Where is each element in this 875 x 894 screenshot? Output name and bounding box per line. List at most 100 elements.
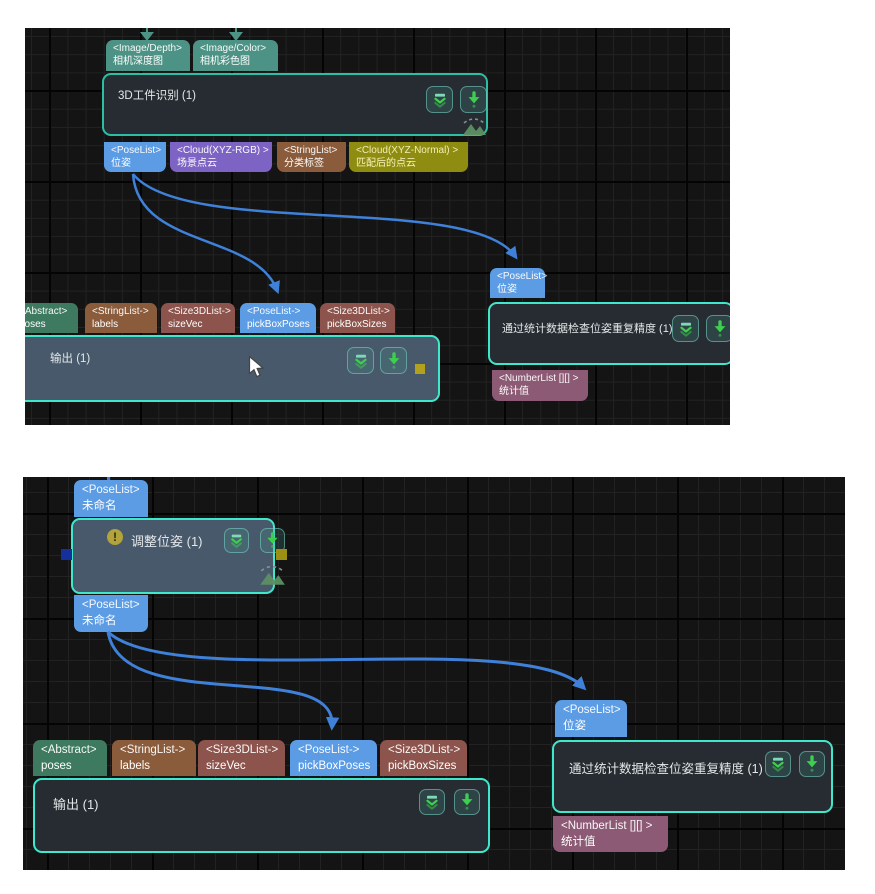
visualization-icon xyxy=(257,562,287,591)
port-name: sizeVec xyxy=(168,319,203,330)
graph-canvas-top[interactable]: <Image/Depth> 相机深度图 <Image/Color> 相机彩色图 … xyxy=(25,28,730,425)
port-name: poses xyxy=(41,759,72,772)
input-port-abstract-poses[interactable]: <Abstract> poses xyxy=(33,740,107,776)
output-port-stringlist[interactable]: <StringList> 分类标签 xyxy=(277,142,346,172)
collapse-button[interactable] xyxy=(224,528,249,553)
port-name: 相机深度图 xyxy=(113,56,163,67)
node-connector-yellow[interactable] xyxy=(276,549,287,560)
port-name: 分类标签 xyxy=(284,158,324,169)
port-type: <Size3DList-> xyxy=(206,744,279,756)
port-type: <Size3DList-> xyxy=(327,306,390,317)
input-port-labels[interactable]: <StringList-> labels xyxy=(112,740,196,776)
warning-icon: ! xyxy=(107,529,123,545)
node-adjust-poses[interactable]: ! 调整位姿 (1) xyxy=(71,518,285,594)
node-connector-yellow[interactable] xyxy=(415,364,425,374)
input-port-image-depth[interactable]: <Image/Depth> 相机深度图 xyxy=(106,40,190,71)
input-port-sizevec[interactable]: <Size3DList-> sizeVec xyxy=(198,740,285,776)
port-name: poses xyxy=(25,319,46,330)
node-output[interactable]: 输出 (1) xyxy=(33,778,490,853)
edge-stub xyxy=(146,28,148,35)
port-name: 统计值 xyxy=(561,835,596,848)
port-type: <StringList-> xyxy=(92,306,149,317)
down-arrow-icon xyxy=(267,532,278,548)
node-check-pose-repeatability[interactable]: 通过统计数据检查位姿重复精度 (1) xyxy=(552,740,833,813)
port-name: 场景点云 xyxy=(177,158,217,169)
double-chevron-down-icon xyxy=(354,354,367,369)
output-port-poselist[interactable]: <PoseList> 位姿 xyxy=(104,142,166,172)
input-port-pickboxsizes[interactable]: <Size3DList-> pickBoxSizes xyxy=(320,303,395,333)
input-port-sizevec[interactable]: <Size3DList-> sizeVec xyxy=(161,303,235,333)
port-type: <Size3DList-> xyxy=(388,744,461,756)
port-name: 未命名 xyxy=(82,614,117,627)
port-name: pickBoxPoses xyxy=(298,759,371,772)
run-to-here-button[interactable] xyxy=(260,528,285,553)
node-3d-workpiece-recognition[interactable]: 3D工件识别 (1) xyxy=(102,73,488,136)
port-type: <Cloud(XYZ-RGB) > xyxy=(177,145,269,156)
port-type: <Size3DList-> xyxy=(168,306,231,317)
input-port-pickboxposes[interactable]: <PoseList-> pickBoxPoses xyxy=(290,740,377,776)
collapse-button[interactable] xyxy=(419,789,445,815)
input-port-image-color[interactable]: <Image/Color> 相机彩色图 xyxy=(193,40,278,71)
input-port-poselist[interactable]: <PoseList> 位姿 xyxy=(490,268,548,298)
input-port-abstract-poses[interactable]: <Abstract> poses xyxy=(25,303,78,333)
output-port-cloud-normal[interactable]: <Cloud(XYZ-Normal) > 匹配后的点云 xyxy=(349,142,468,172)
input-port-poselist-unnamed[interactable]: <PoseList> 未命名 xyxy=(74,480,148,517)
node-check-pose-repeatability[interactable]: 通过统计数据检查位姿重复精度 (1) xyxy=(488,302,730,365)
graph-canvas-bottom[interactable]: <PoseList> 未命名 <PoseList> 未命名 <Abstract>… xyxy=(23,477,845,870)
port-name: pickBoxSizes xyxy=(388,759,457,772)
node-title: 通过统计数据检查位姿重复精度 (1) xyxy=(502,323,673,335)
output-port-numberlist[interactable]: <NumberList [][] > 统计值 xyxy=(553,816,668,852)
port-type: <NumberList [][] > xyxy=(499,373,579,384)
double-chevron-down-icon xyxy=(433,93,446,108)
port-type: <Image/Depth> xyxy=(113,43,182,54)
port-type: <PoseList-> xyxy=(298,744,360,756)
input-port-pickboxposes[interactable]: <PoseList-> pickBoxPoses xyxy=(240,303,316,333)
output-port-numberlist[interactable]: <NumberList [][] > 统计值 xyxy=(492,370,588,401)
port-name: 位姿 xyxy=(497,284,517,295)
run-to-here-button[interactable] xyxy=(380,347,407,374)
edge-unnamed-to-pickboxposes[interactable] xyxy=(106,631,340,731)
port-name: labels xyxy=(92,319,119,330)
double-chevron-down-icon xyxy=(772,757,784,772)
port-name: 位姿 xyxy=(111,158,131,169)
collapse-button[interactable] xyxy=(672,315,699,342)
down-arrow-icon xyxy=(468,90,479,108)
collapse-button[interactable] xyxy=(426,86,453,113)
port-type: <Image/Color> xyxy=(200,43,267,54)
run-to-here-button[interactable] xyxy=(460,86,487,113)
edge-unnamed-to-pose[interactable] xyxy=(106,630,587,691)
node-title: 输出 (1) xyxy=(53,797,99,812)
mouse-cursor xyxy=(248,355,265,378)
port-type: <StringList-> xyxy=(120,744,186,756)
run-to-here-button[interactable] xyxy=(706,315,730,342)
input-port-labels[interactable]: <StringList-> labels xyxy=(85,303,157,333)
collapse-button[interactable] xyxy=(765,751,791,777)
port-type: <Abstract> xyxy=(25,306,68,317)
edge-pose-to-pose[interactable] xyxy=(132,173,518,260)
input-port-pickboxsizes[interactable]: <Size3DList-> pickBoxSizes xyxy=(380,740,467,776)
port-name: 位姿 xyxy=(563,719,586,732)
port-name: 相机彩色图 xyxy=(200,56,250,67)
edge-pose-to-pickboxposes[interactable] xyxy=(131,173,280,295)
collapse-button[interactable] xyxy=(347,347,374,374)
port-name: 未命名 xyxy=(82,499,117,512)
port-type: <PoseList> xyxy=(497,271,548,282)
port-type: <Cloud(XYZ-Normal) > xyxy=(356,145,459,156)
node-output[interactable]: 输出 (1) xyxy=(25,335,440,402)
edge-stub xyxy=(235,28,237,35)
port-name: labels xyxy=(120,759,151,772)
output-port-poselist-unnamed[interactable]: <PoseList> 未命名 xyxy=(74,595,148,632)
double-chevron-down-icon xyxy=(679,322,692,337)
arrowhead-icon xyxy=(140,32,154,41)
double-chevron-down-icon xyxy=(231,534,242,548)
node-title: 3D工件识别 (1) xyxy=(118,90,196,102)
visualization-icon xyxy=(460,116,488,141)
port-type: <PoseList-> xyxy=(247,306,301,317)
node-title: 输出 (1) xyxy=(50,353,91,365)
output-port-cloud-rgb[interactable]: <Cloud(XYZ-RGB) > 场景点云 xyxy=(170,142,272,172)
run-to-here-button[interactable] xyxy=(454,789,480,815)
node-connector-blue[interactable] xyxy=(61,549,72,560)
down-arrow-icon xyxy=(461,793,473,810)
input-port-poselist[interactable]: <PoseList> 位姿 xyxy=(555,700,627,737)
run-to-here-button[interactable] xyxy=(799,751,825,777)
